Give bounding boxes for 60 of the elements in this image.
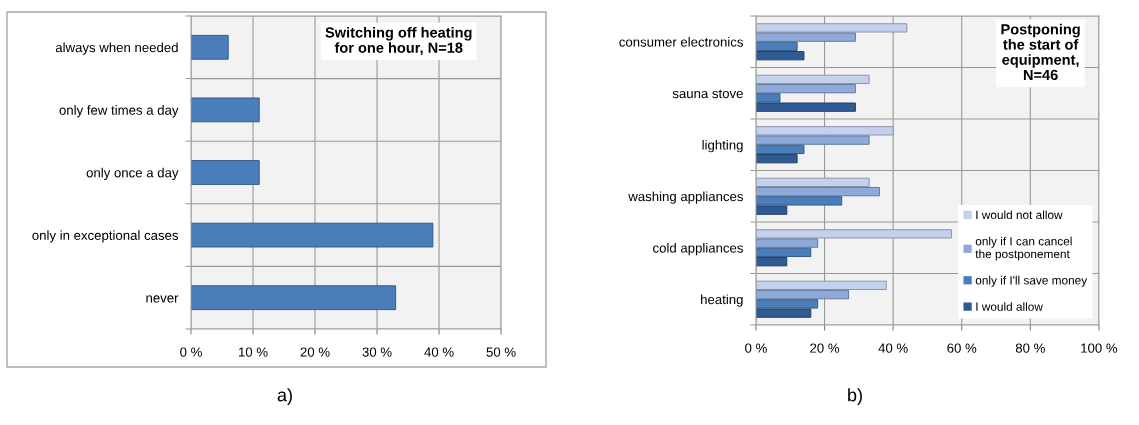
x-tick-label: 80 % (1015, 343, 1045, 353)
bar (755, 23, 908, 33)
legend-label: I would not allow (976, 210, 1063, 220)
bar (755, 280, 887, 291)
text: b) (848, 388, 862, 405)
bar (191, 285, 397, 311)
x-tick-label: 30 % (362, 347, 392, 357)
y-tick-label: always when needed (55, 42, 178, 55)
y-tick-label: sauna stove (672, 89, 743, 99)
y-tick-label: only in exceptional cases (32, 230, 179, 243)
x-tick-label: 60 % (947, 343, 977, 353)
legend-label: only if I'll save money (975, 275, 1088, 287)
bar (755, 41, 798, 52)
bar (755, 289, 850, 300)
bar (755, 299, 819, 309)
y-tick-label: lighting (702, 139, 743, 153)
bar (755, 196, 843, 206)
bar (755, 51, 805, 61)
x-tick-label: 20 % (300, 347, 330, 357)
text: a) (277, 388, 292, 405)
bar (755, 102, 856, 112)
x-tick-label: 0 % (180, 347, 202, 357)
legend-label: only if I can cancel the postponement (975, 236, 1072, 261)
bar (755, 144, 805, 155)
bar (755, 308, 812, 318)
x-tick-label: 40 % (878, 343, 908, 353)
bar (191, 222, 434, 248)
bar (755, 32, 856, 42)
x-tick-label: 50 % (486, 347, 516, 357)
text: Switching off heating for one hour, N=18 (325, 26, 472, 56)
bar (755, 257, 788, 267)
bar (755, 186, 880, 197)
bar (755, 247, 812, 258)
y-tick-label: cold appliances (653, 242, 743, 256)
y-tick-label: only few times a day (59, 105, 179, 118)
x-tick-label: 10 % (238, 347, 268, 357)
y-tick-label: heating (701, 294, 743, 307)
bar (755, 126, 894, 136)
x-tick-label: 0 % (745, 343, 767, 353)
y-tick-label: washing appliances (628, 191, 743, 204)
bar (755, 135, 870, 145)
bar (755, 74, 870, 85)
bar (755, 229, 952, 239)
bar (755, 154, 798, 164)
text: Postponing the start of equipment, N=46 (1001, 23, 1080, 81)
y-tick-label: only once a day (86, 167, 179, 181)
bar (191, 97, 260, 123)
bar (755, 93, 781, 103)
bar (191, 34, 229, 60)
y-tick-label: never (146, 295, 179, 303)
x-tick-label: 40 % (424, 347, 454, 357)
x-tick-label: 100 % (1081, 343, 1118, 353)
y-tick-label: consumer electronics (619, 36, 743, 47)
x-tick-label: 20 % (810, 343, 840, 353)
bar (755, 83, 856, 94)
bar (191, 160, 260, 185)
legend-label: I would allow (976, 302, 1043, 311)
bar (755, 205, 788, 215)
bar (755, 238, 819, 248)
bar (755, 177, 870, 188)
